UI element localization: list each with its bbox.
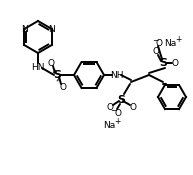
- Text: −: −: [110, 107, 116, 116]
- Text: O: O: [59, 82, 67, 92]
- Text: O: O: [114, 108, 122, 117]
- Text: =: =: [51, 67, 59, 75]
- Text: O: O: [156, 38, 163, 47]
- Text: S: S: [159, 58, 167, 68]
- Text: N: N: [48, 25, 55, 33]
- Text: O: O: [152, 47, 159, 57]
- Text: HN: HN: [31, 64, 45, 72]
- Text: N: N: [21, 25, 28, 33]
- Text: +: +: [175, 34, 181, 44]
- Text: S: S: [117, 95, 125, 105]
- Text: O: O: [107, 103, 113, 111]
- Text: =: =: [55, 75, 63, 83]
- Text: O: O: [130, 103, 136, 111]
- Text: O: O: [47, 58, 54, 68]
- Text: Na: Na: [103, 121, 115, 130]
- Text: O: O: [172, 58, 179, 68]
- Text: NH: NH: [110, 71, 124, 79]
- Text: −: −: [152, 37, 158, 46]
- Text: +: +: [114, 117, 120, 125]
- Text: S: S: [53, 70, 61, 80]
- Text: Na: Na: [164, 38, 176, 47]
